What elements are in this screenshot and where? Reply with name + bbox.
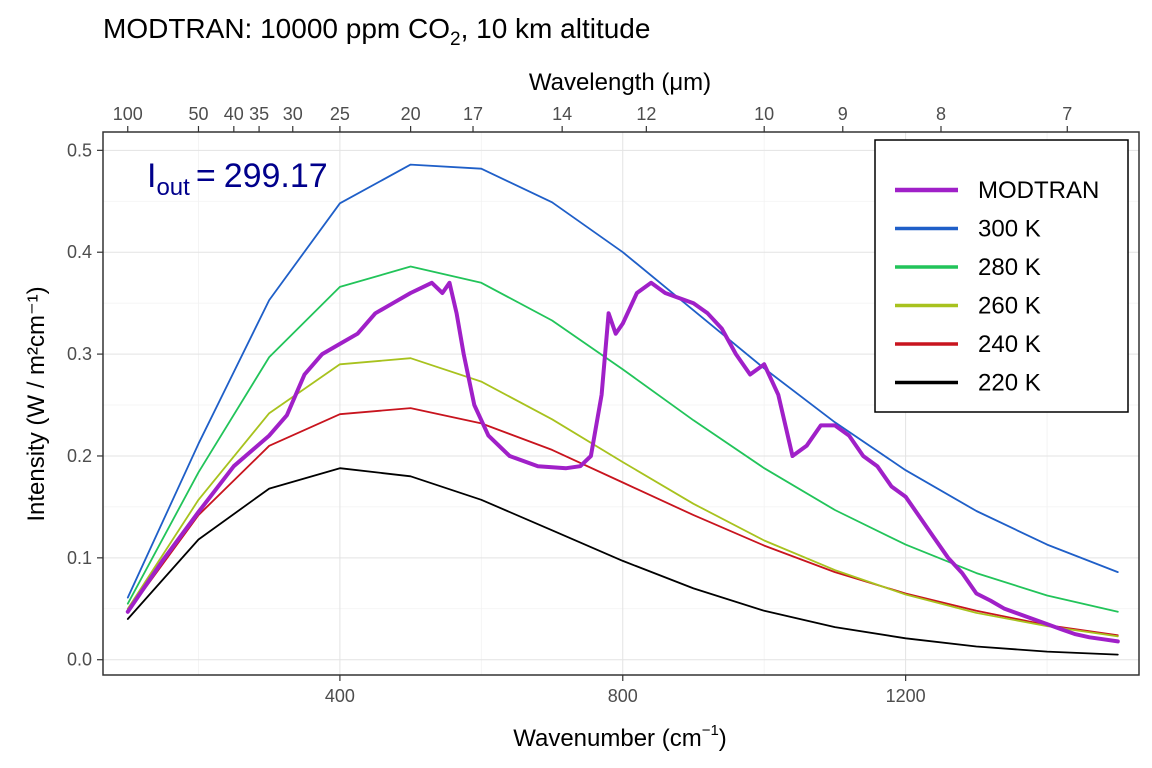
annotation-equals: =: [196, 157, 216, 195]
top-tick-label: 12: [636, 104, 656, 124]
y-axis-title: Intensity (W / m²cm⁻¹): [23, 286, 50, 521]
x-tick-label: 400: [325, 686, 355, 706]
x-tick-label: 1200: [886, 686, 926, 706]
panel-border: [102, 131, 1140, 676]
top-tick-label: 35: [249, 104, 269, 124]
y-tick-label: 0.5: [67, 140, 92, 160]
legend-label: MODTRAN: [978, 177, 1099, 204]
y-tick-label: 0.1: [67, 548, 92, 568]
y-tick-label: 0.4: [67, 242, 92, 262]
series-layer: [125, 163, 1120, 656]
legend-label: 260 K: [978, 293, 1041, 320]
top-tick-label: 30: [283, 104, 303, 124]
top-tick-label: 100: [113, 104, 143, 124]
top-axis: 100 50 40 35 30 25 20 17 14 12 10 9 8 7: [113, 104, 1072, 132]
annotation-i: I: [147, 157, 156, 195]
x-axis-title-tail: ): [719, 725, 727, 752]
top-tick-label: 8: [936, 104, 946, 124]
top-axis-title: Wavelength (μm): [529, 69, 711, 96]
y-tick-label: 0.3: [67, 344, 92, 364]
top-tick-label: 20: [401, 104, 421, 124]
top-tick-label: 17: [463, 104, 483, 124]
y-tick-label: 0.2: [67, 446, 92, 466]
x-axis-title-main: Wavenumber (cm: [513, 725, 701, 752]
legend-box: [874, 139, 1129, 413]
series-line-modtran: [125, 280, 1120, 644]
annotation-iout: Iout = 299.17: [147, 157, 328, 201]
legend-label: 280 K: [978, 254, 1041, 281]
annotation-value: 299.17: [224, 157, 328, 195]
x-axis-title: Wavenumber (cm−1): [513, 722, 727, 752]
legend-label: 240 K: [978, 331, 1041, 358]
top-tick-label: 25: [330, 104, 350, 124]
legend-items: MODTRAN 300 K 280 K 260 K 240 K 220 K: [895, 177, 1099, 397]
series-line-240-k: [126, 407, 1119, 637]
series-line-300-k: [126, 163, 1119, 599]
top-tick-label: 7: [1062, 104, 1072, 124]
gridlines: [103, 132, 1139, 675]
series-line-220-k: [126, 467, 1119, 656]
annotation-subscript: out: [156, 174, 190, 201]
bottom-axis: 400 800 1200: [325, 675, 926, 706]
top-tick-label: 40: [224, 104, 244, 124]
top-tick-label: 14: [552, 104, 572, 124]
left-axis: 0.0 0.1 0.2 0.3 0.4 0.5: [67, 140, 103, 670]
legend: MODTRAN 300 K 280 K 260 K 240 K 220 K: [874, 139, 1129, 413]
y-tick-label: 0.0: [67, 650, 92, 670]
top-tick-label: 50: [188, 104, 208, 124]
chart-title-tail: , 10 km altitude: [461, 13, 651, 44]
x-axis-title-superscript: −1: [702, 722, 719, 739]
legend-label: 220 K: [978, 370, 1041, 397]
top-tick-label: 9: [838, 104, 848, 124]
legend-label: 300 K: [978, 216, 1041, 243]
chart-title-main: MODTRAN: 10000 ppm CO: [103, 13, 450, 44]
chart-title: MODTRAN: 10000 ppm CO2, 10 km altitude: [103, 13, 650, 50]
top-tick-label: 10: [754, 104, 774, 124]
x-tick-label: 800: [608, 686, 638, 706]
chart-title-subscript: 2: [450, 29, 461, 50]
